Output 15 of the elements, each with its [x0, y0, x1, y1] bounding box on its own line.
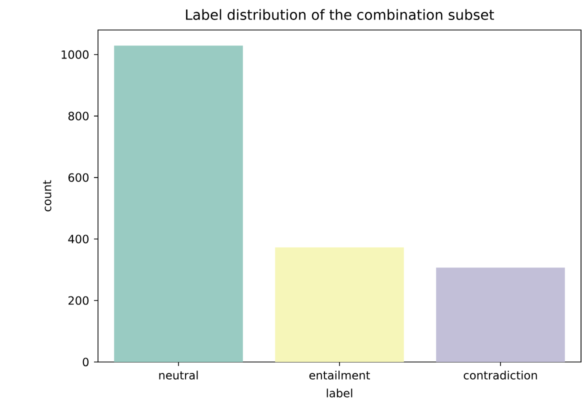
- x-tick-label: contradiction: [464, 370, 537, 380]
- bar: [436, 268, 565, 362]
- bar: [114, 46, 243, 362]
- x-tick-label: entailment: [309, 370, 370, 380]
- bar: [275, 247, 404, 362]
- y-tick-label: 800: [68, 112, 89, 120]
- chart-title: Label distribution of the combination subset: [186, 9, 494, 20]
- x-tick-label: neutral: [159, 370, 198, 380]
- y-tick-label: 1000: [62, 50, 89, 59]
- x-axis-title: label: [326, 388, 352, 398]
- y-tick-label: 600: [68, 173, 89, 182]
- y-axis-title: count: [43, 180, 52, 212]
- y-tick-label: 400: [68, 234, 89, 244]
- y-tick-label: 0: [82, 358, 89, 366]
- y-tick-label: 200: [68, 296, 89, 305]
